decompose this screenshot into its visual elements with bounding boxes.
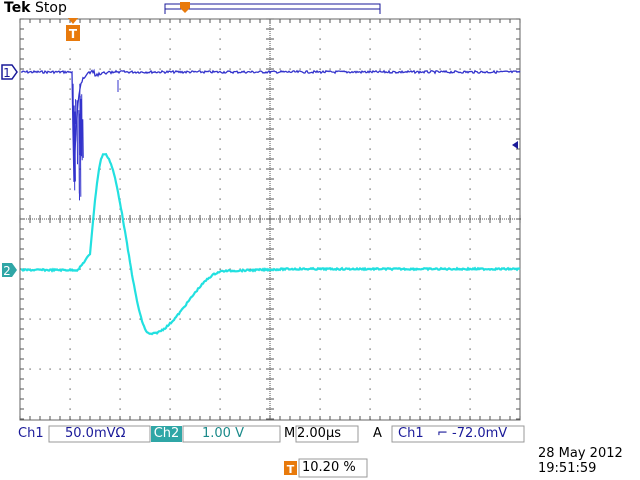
record-trigger-marker — [180, 2, 190, 13]
acquisition-state: Stop — [35, 0, 67, 16]
trigger-mode: A — [373, 426, 382, 441]
timebase-label: M — [284, 426, 296, 441]
ch1-scale: 50.0mVΩ — [65, 426, 126, 441]
timebase-value: 2.00µs — [297, 426, 341, 441]
graticule — [19, 18, 521, 421]
trigger-readout-box — [391, 425, 525, 443]
trigger-source: Ch1 — [398, 426, 424, 441]
ch1-label[interactable]: Ch1 — [18, 426, 44, 441]
brand-logo: Tek — [4, 0, 31, 16]
timebase-readout-box — [295, 425, 359, 443]
ch1-waveform — [20, 68, 521, 182]
trigger-position-value: 10.20 % — [302, 460, 356, 475]
ch2-waveform — [20, 153, 521, 336]
falling-edge-icon: ⌐ — [437, 426, 448, 441]
ch1-ground-marker: 1 — [1, 64, 18, 80]
trigger-position-marker: T — [66, 18, 80, 41]
ch2-scale: 1.00 V — [202, 426, 244, 441]
trigger-level-arrow — [512, 141, 518, 149]
record-view-bracket — [164, 3, 381, 14]
trigger-percent-icon: T — [284, 461, 297, 476]
ch2-readout-box — [182, 425, 281, 443]
ch2-ground-marker: 2 — [2, 263, 17, 278]
ch1-readout-box — [48, 425, 151, 443]
date: 28 May 2012 — [538, 446, 623, 461]
trigger-percent-box — [298, 458, 368, 478]
svg-text:T: T — [69, 27, 78, 41]
ch2-label[interactable]: Ch2 — [151, 426, 182, 442]
ch1-noise-spikes — [72, 80, 119, 201]
time: 19:51:59 — [538, 461, 597, 476]
trigger-level: -72.0mV — [452, 426, 508, 441]
svg-text:2: 2 — [3, 264, 11, 278]
svg-text:1: 1 — [3, 66, 11, 80]
svg-text:T: T — [287, 463, 295, 476]
